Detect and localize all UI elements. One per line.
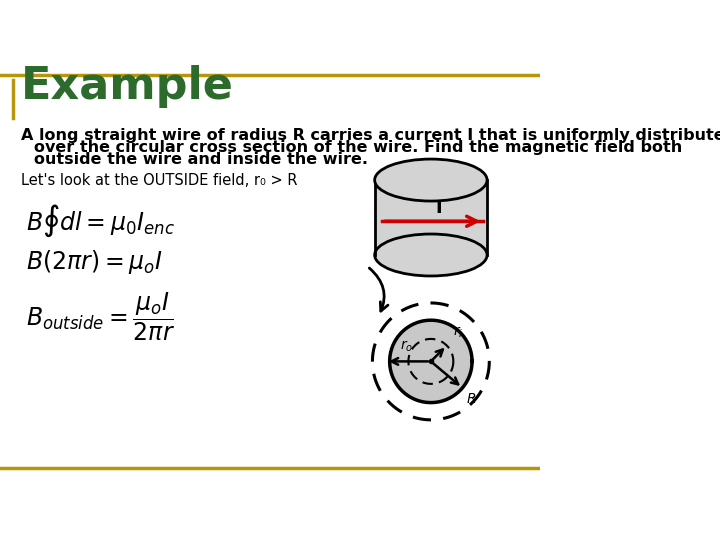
Text: I: I [435,199,441,217]
Polygon shape [374,180,487,255]
Ellipse shape [374,234,487,276]
Text: A long straight wire of radius R carries a current I that is uniformly distribut: A long straight wire of radius R carries… [21,127,720,143]
Text: $B\oint dl = \mu_0 I_{enc}$: $B\oint dl = \mu_0 I_{enc}$ [26,202,175,239]
Text: $B_{outside} = \dfrac{\mu_o I}{2\pi r}$: $B_{outside} = \dfrac{\mu_o I}{2\pi r}$ [26,290,175,342]
Text: $B(2\pi r) = \mu_o I$: $B(2\pi r) = \mu_o I$ [26,247,163,275]
Text: $r_o$: $r_o$ [400,339,413,354]
Text: Example: Example [21,65,234,108]
FancyArrowPatch shape [369,268,388,311]
Text: $R$: $R$ [466,392,477,406]
Text: outside the wire and inside the wire.: outside the wire and inside the wire. [34,152,368,166]
Text: Let's look at the OUTSIDE field, r₀ > R: Let's look at the OUTSIDE field, r₀ > R [21,173,297,187]
Polygon shape [390,320,472,403]
Ellipse shape [374,159,487,201]
Text: $r_i$: $r_i$ [453,324,463,340]
Text: over the circular cross section of the wire. Find the magnetic field both: over the circular cross section of the w… [34,140,682,154]
